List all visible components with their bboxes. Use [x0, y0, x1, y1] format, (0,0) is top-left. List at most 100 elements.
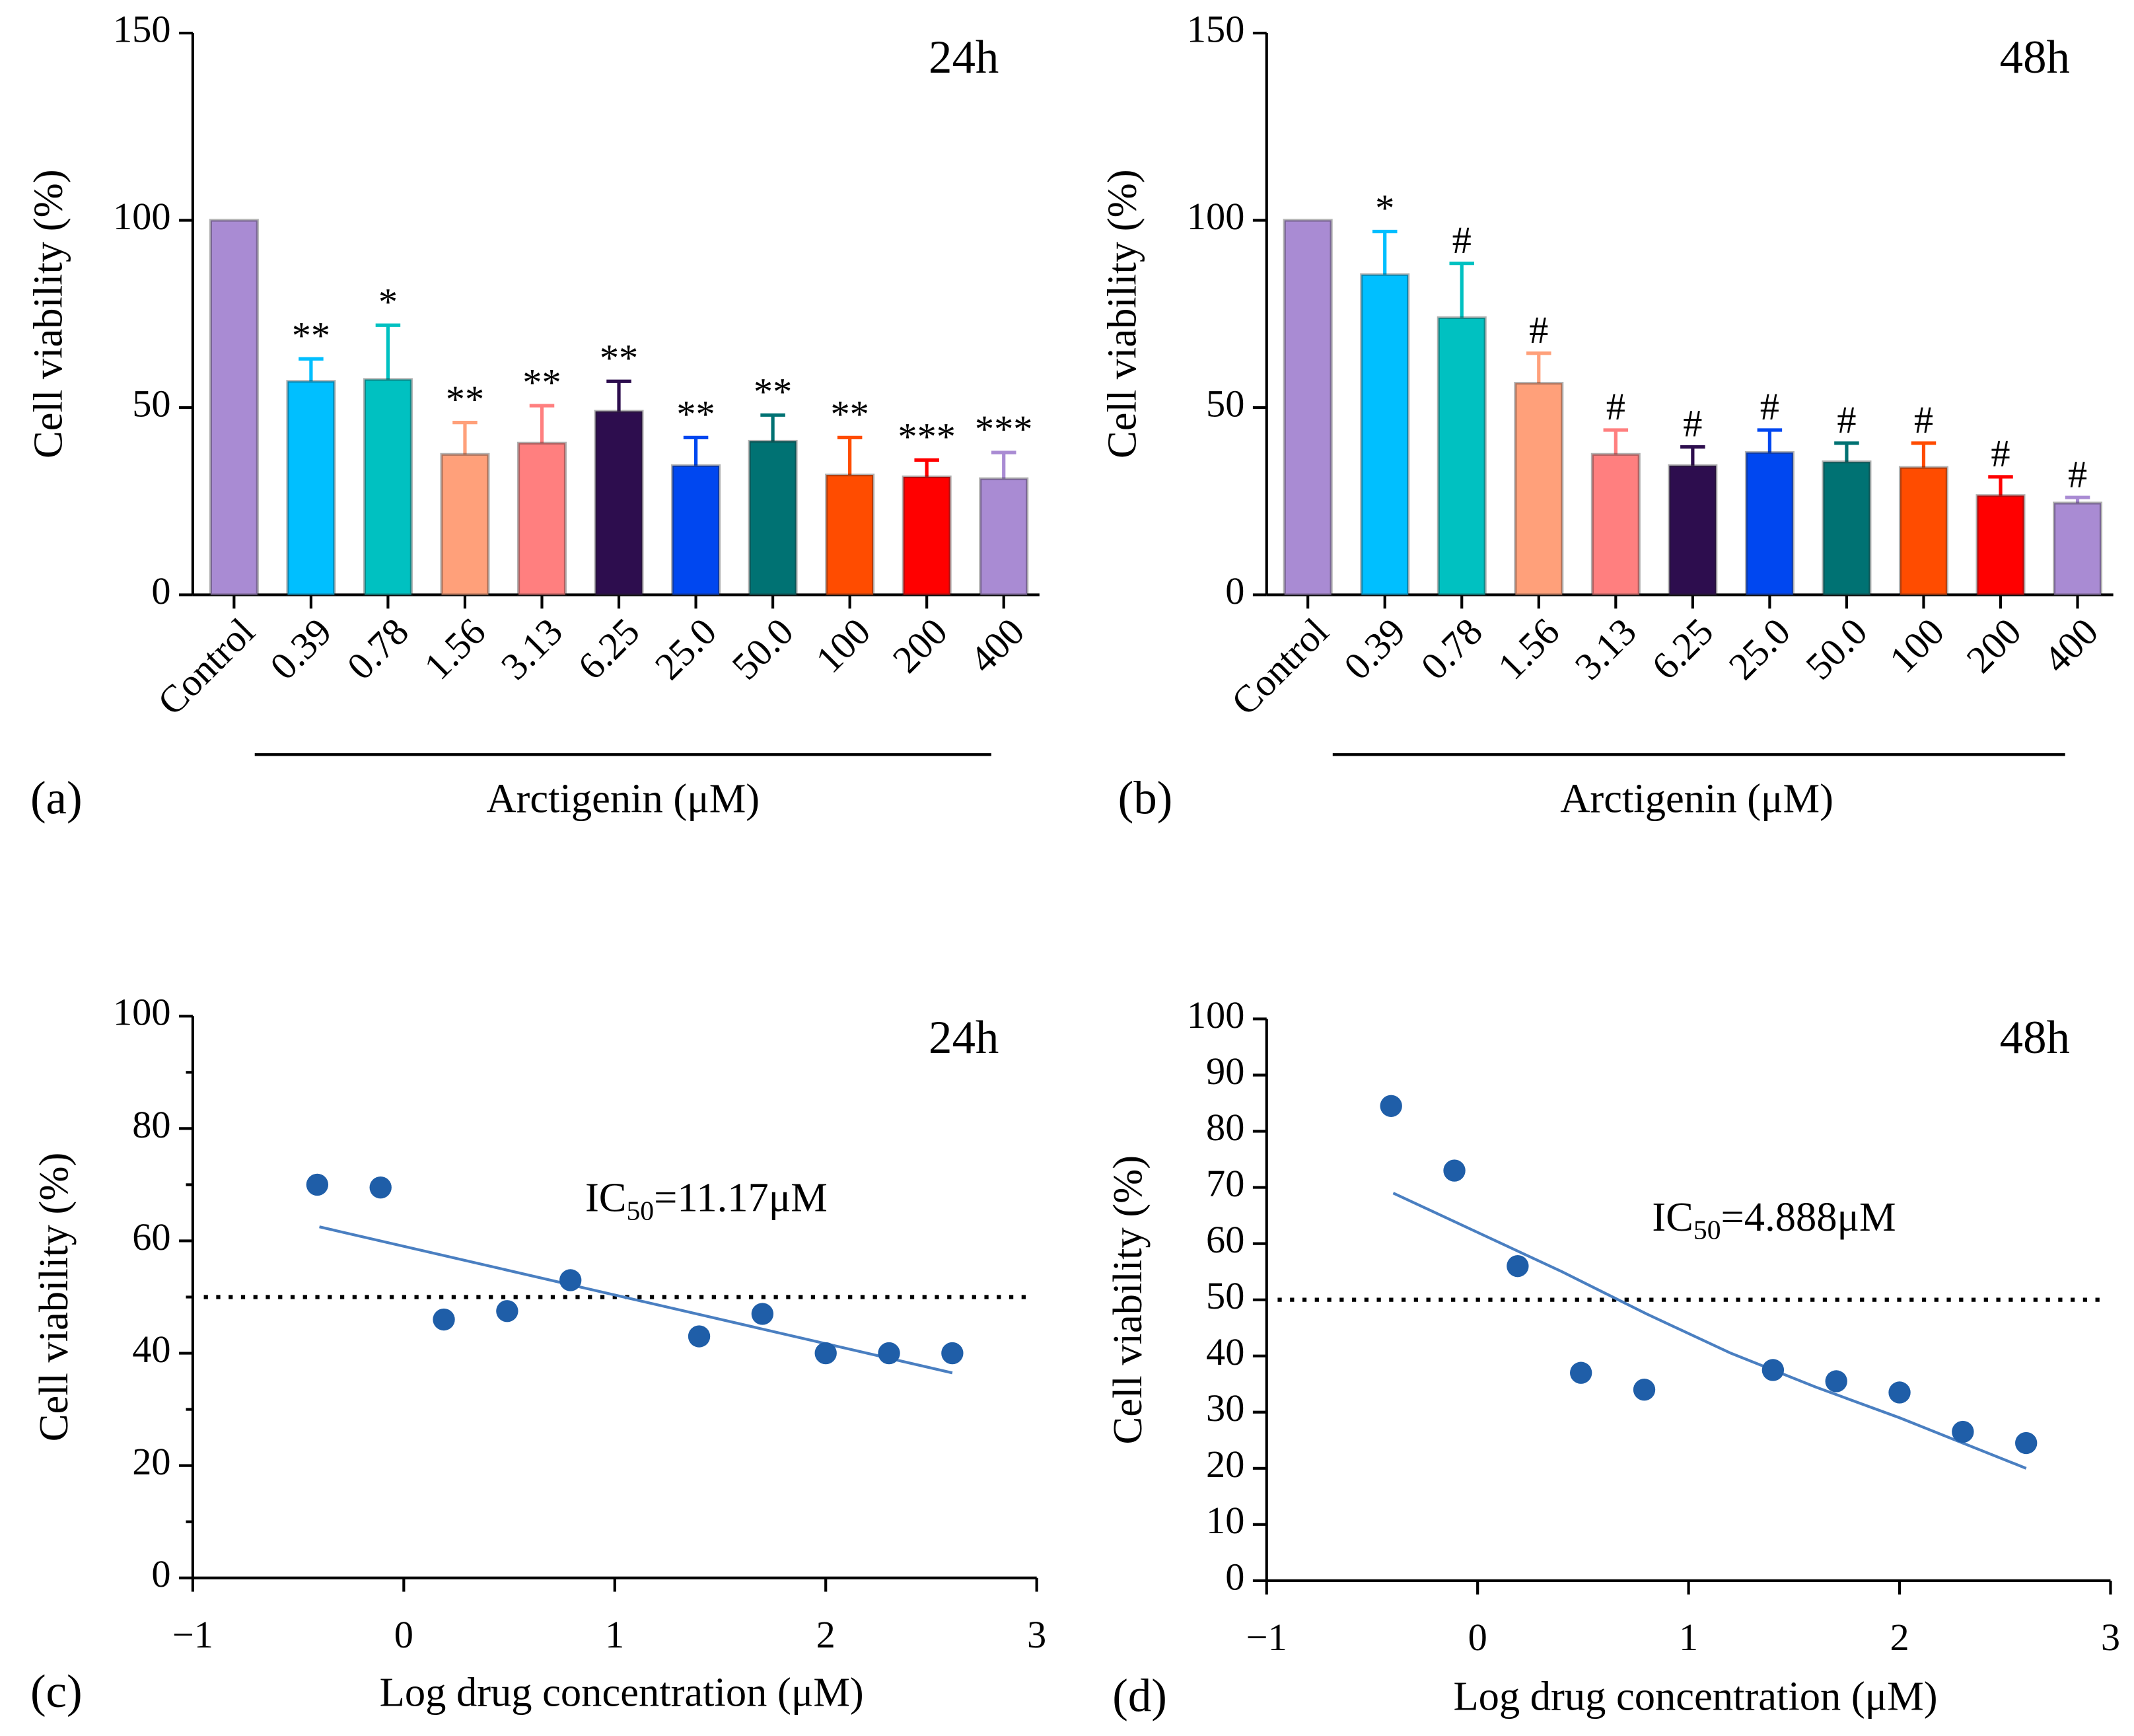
- bar: [979, 477, 1029, 597]
- panel-label: (a): [30, 772, 83, 824]
- ic50-label: IC50=11.17μM: [585, 1175, 828, 1226]
- y-tick-label: 100: [113, 195, 171, 238]
- x-tick-label: 1: [1679, 1616, 1698, 1659]
- x-tick-label: −1: [1246, 1616, 1287, 1659]
- panel-title: 48h: [2000, 32, 2070, 83]
- y-tick-label: 150: [1187, 7, 1245, 50]
- ic50-value: =11.17μM: [654, 1175, 828, 1221]
- x-tick-label: 400: [2035, 610, 2106, 681]
- y-tick-label: 50: [132, 382, 170, 425]
- data-point: [1443, 1159, 1466, 1182]
- y-axis-label: Cell viability (%): [30, 1153, 77, 1442]
- x-tick-label: 3.13: [1567, 610, 1645, 688]
- significance-mark: **: [292, 314, 330, 357]
- y-tick-label: 100: [113, 991, 171, 1034]
- y-tick-label: 0: [151, 569, 170, 612]
- x-axis-label: Log drug concentration (μM): [380, 1669, 864, 1715]
- y-tick-label: 60: [132, 1215, 170, 1258]
- y-tick-label: 90: [1206, 1050, 1244, 1093]
- panel-label: (b): [1118, 772, 1173, 824]
- x-tick-label: 0: [394, 1613, 413, 1656]
- bar: [594, 410, 644, 597]
- data-point: [369, 1176, 392, 1199]
- x-tick-label: 6.25: [570, 610, 648, 688]
- panel-label: (d): [1112, 1670, 1167, 1721]
- y-tick-label: 20: [132, 1440, 170, 1483]
- data-point: [1380, 1095, 1402, 1117]
- significance-mark: ***: [898, 416, 956, 458]
- fit-curve: [319, 1225, 953, 1375]
- data-point: [688, 1325, 711, 1348]
- y-tick-label: 100: [1187, 994, 1245, 1036]
- panel-title: 48h: [2000, 1012, 2070, 1064]
- ic50-subscript: 50: [1693, 1215, 1721, 1245]
- panel-label: (c): [30, 1666, 83, 1718]
- data-point: [2015, 1431, 2038, 1455]
- y-tick-label: 0: [1225, 569, 1244, 612]
- x-tick-label: Control: [1223, 610, 1337, 723]
- data-point: [559, 1269, 582, 1291]
- y-tick-label: 80: [1206, 1106, 1244, 1149]
- x-tick-label: 1: [605, 1613, 624, 1656]
- y-tick-label: 50: [1206, 1274, 1244, 1317]
- y-tick-label: 50: [1206, 382, 1244, 425]
- bar: [1975, 494, 2026, 597]
- data-point: [1507, 1254, 1529, 1278]
- y-tick-label: 70: [1206, 1162, 1244, 1205]
- x-tick-label: 3.13: [493, 610, 571, 688]
- panel-title: 24h: [929, 1012, 999, 1064]
- bar: [363, 378, 413, 597]
- significance-mark: **: [522, 361, 561, 404]
- ic50-value: =4.888μM: [1721, 1194, 1896, 1240]
- x-tick-label: 25.0: [647, 610, 725, 688]
- data-point: [1952, 1420, 1974, 1443]
- x-tick-label: 0.78: [339, 610, 417, 688]
- data-point: [1825, 1370, 1847, 1392]
- significance-mark: *: [378, 280, 398, 323]
- y-tick-label: 80: [132, 1103, 170, 1146]
- x-tick-label: 1.56: [415, 610, 493, 688]
- bar: [1898, 466, 1948, 597]
- x-tick-label: 100: [807, 610, 878, 681]
- ic50-subscript: 50: [626, 1196, 654, 1226]
- x-axis-label: Arctigenin (μM): [486, 776, 760, 822]
- x-tick-label: 0.78: [1413, 610, 1491, 688]
- x-tick-label: 0: [1468, 1616, 1487, 1659]
- data-point: [1633, 1379, 1656, 1401]
- ic50-prefix: IC: [585, 1175, 627, 1221]
- ic50-label: IC50=4.888μM: [1652, 1194, 1896, 1245]
- bar: [1514, 382, 1564, 597]
- y-tick-label: 20: [1206, 1443, 1244, 1486]
- significance-mark: *: [1375, 187, 1394, 230]
- data-point: [878, 1342, 900, 1365]
- bar: [748, 439, 798, 597]
- x-tick-label: 200: [1958, 610, 2030, 681]
- bar: [1360, 273, 1410, 597]
- y-tick-label: 150: [113, 7, 171, 50]
- bar: [209, 219, 259, 597]
- significance-mark: **: [600, 337, 638, 380]
- data-point: [751, 1303, 774, 1325]
- significance-mark: #: [1914, 398, 1933, 441]
- y-tick-label: 0: [151, 1552, 170, 1595]
- x-axis-label: Arctigenin (μM): [1560, 776, 1833, 822]
- x-tick-label: 1.56: [1489, 610, 1567, 688]
- significance-mark: #: [1991, 432, 2010, 475]
- x-tick-label: 25.0: [1721, 610, 1798, 688]
- data-point: [941, 1342, 964, 1365]
- y-tick-label: 60: [1206, 1218, 1244, 1261]
- x-tick-label: 100: [1881, 610, 1952, 681]
- y-tick-label: 30: [1206, 1387, 1244, 1429]
- y-tick-label: 100: [1187, 195, 1245, 238]
- x-tick-label: 50.0: [724, 610, 802, 688]
- bar: [825, 473, 875, 597]
- x-tick-label: −1: [172, 1613, 213, 1656]
- y-axis-label: Cell viability (%): [1098, 169, 1145, 458]
- significance-mark: #: [1683, 402, 1702, 445]
- bar: [1283, 219, 1333, 597]
- ic50-prefix: IC: [1652, 1194, 1693, 1240]
- panel-title: 24h: [929, 32, 999, 83]
- fit-curve: [1392, 1192, 2027, 1470]
- significance-mark: #: [1760, 385, 1779, 428]
